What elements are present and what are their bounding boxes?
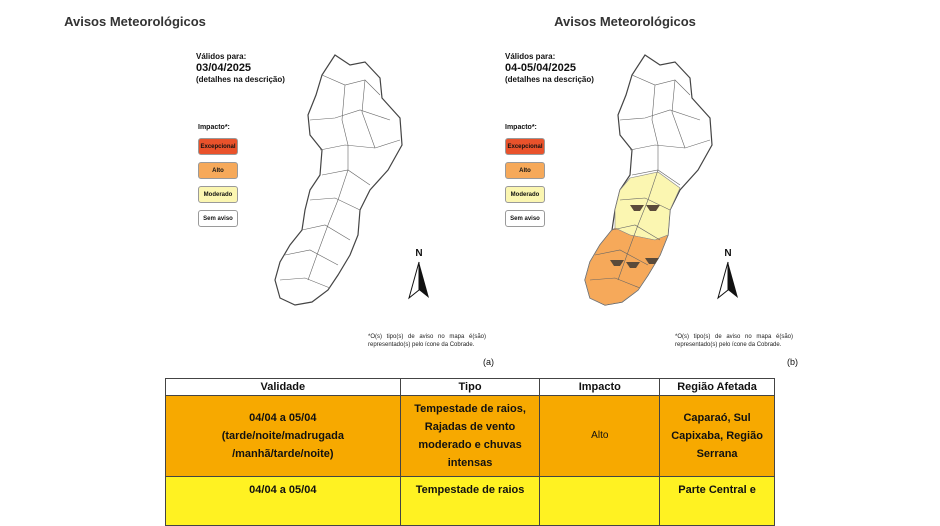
footnote: *O(s) tipo(s) de aviso no mapa é(são) re… <box>368 334 486 348</box>
legend-alto: Alto <box>198 162 238 179</box>
impact-label: Impacto*: <box>505 124 537 131</box>
valid-label: Válidos para: <box>196 52 247 61</box>
header-tipo: Tipo <box>399 378 541 396</box>
legend-sem-aviso: Sem aviso <box>198 210 238 227</box>
cell-type: Tempestade de raios <box>399 476 541 526</box>
north-arrow: N <box>404 248 434 304</box>
map-panel-b: Avisos Meteorológicos Válidos para: 04-0… <box>470 0 940 370</box>
warnings-table: Validade Tipo Impacto Região Afetada 04/… <box>165 378 775 526</box>
valid-date: 04-05/04/2025 <box>505 62 576 74</box>
impact-label: Impacto*: <box>198 124 230 131</box>
table-row: 04/04 a 05/04 (tarde/noite/madrugada /ma… <box>165 395 775 477</box>
cell-validity: 04/04 a 05/04 (tarde/noite/madrugada /ma… <box>165 395 401 477</box>
header-validade: Validade <box>165 378 401 396</box>
table-row: 04/04 a 05/04 Tempestade de raios Parte … <box>165 476 775 526</box>
legend-moderado: Moderado <box>198 186 238 203</box>
table-header-row: Validade Tipo Impacto Região Afetada <box>165 378 775 396</box>
legend-moderado: Moderado <box>505 186 545 203</box>
map-panel-a: Avisos Meteorológicos Válidos para: 03/0… <box>0 0 494 370</box>
header-regiao: Região Afetada <box>659 378 775 396</box>
header-impacto: Impacto <box>539 378 661 396</box>
cell-region: Parte Central e <box>659 476 775 526</box>
cell-region: Caparaó, Sul Capixaba, Região Serrana <box>659 395 775 477</box>
north-letter: N <box>415 248 423 259</box>
detail-note: (detalhes na descrição) <box>505 75 594 84</box>
footnote: *O(s) tipo(s) de aviso no mapa é(são) re… <box>675 334 793 348</box>
map-title: Avisos Meteorológicos <box>64 14 206 29</box>
legend-excepcional: Excepcional <box>198 138 238 155</box>
north-arrow-icon <box>408 261 429 300</box>
legend-sem-aviso: Sem aviso <box>505 210 545 227</box>
legend-excepcional: Excepcional <box>505 138 545 155</box>
valid-label: Válidos para: <box>505 52 556 61</box>
figure-label: (a) <box>483 357 494 367</box>
cell-type: Tempestade de raios, Rajadas de vento mo… <box>399 395 541 477</box>
north-letter: N <box>724 248 732 259</box>
validity-block: Válidos para: 04-05/04/2025 (detalhes na… <box>505 52 594 85</box>
north-arrow: N <box>713 248 743 304</box>
cell-validity: 04/04 a 05/04 <box>165 476 401 526</box>
state-map-a <box>274 54 403 306</box>
impact-legend: Impacto*: Excepcional Alto Moderado Sem … <box>505 124 545 227</box>
detail-note: (detalhes na descrição) <box>196 75 285 84</box>
north-arrow-icon <box>717 261 738 300</box>
valid-date: 03/04/2025 <box>196 62 252 74</box>
state-map-b <box>584 54 713 306</box>
figure-label: (b) <box>787 357 798 367</box>
cell-impact: Alto <box>539 395 661 477</box>
high-zone <box>584 227 669 306</box>
cobrade-icons <box>610 205 660 268</box>
validity-block: Válidos para: 03/04/2025 (detalhes na de… <box>196 52 285 85</box>
impact-legend: Impacto*: Excepcional Alto Moderado Sem … <box>198 124 238 227</box>
cell-impact <box>539 476 661 526</box>
legend-alto: Alto <box>505 162 545 179</box>
map-title: Avisos Meteorológicos <box>554 14 696 29</box>
